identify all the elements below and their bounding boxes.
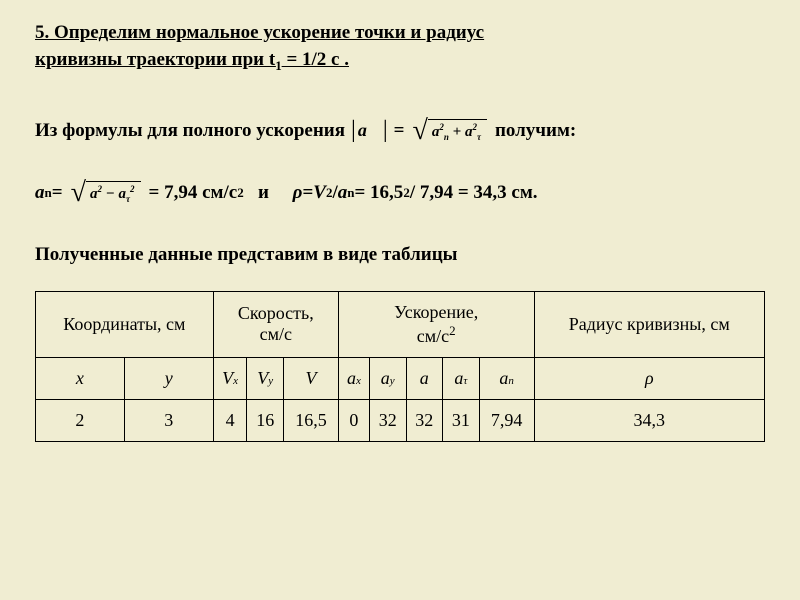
sqrt-an: √ a2 − aτ2 [71,177,141,209]
sqrt2-exp2: 2 [130,184,135,194]
heading-line2-p1: кривизны траектории при t [35,49,275,70]
sqrt2-sub2: τ [126,194,130,204]
header-coords: Координаты, см [36,291,214,357]
var-Vx: Vx [213,357,247,399]
abs-bar-left: | [351,117,356,144]
accel-l1: Ускорение, [394,302,478,322]
an-sub: n [45,185,52,201]
var-x: x [36,357,125,399]
var-rho: ρ [534,357,764,399]
var-V: V [284,357,339,399]
abs-a: | a⃗ | [349,117,390,144]
sqrt-sub2: τ [477,132,481,142]
formula-calc-line: an = √ a2 − aτ2 = 7,94 см/с2 и ρ = V 2 /… [35,177,765,209]
table-header-row1: Координаты, см Скорость, см/с Ускорение,… [36,291,765,357]
abs-bar-right: | [383,117,388,144]
accel-sup: 2 [449,323,456,338]
sqrt2-symbol: √ [71,177,86,209]
val-y: 3 [124,399,213,441]
sqrt-symbol: √ [413,115,428,147]
accel-l2: см/с [417,326,449,346]
val-a: 32 [406,399,443,441]
var-Vy: Vy [247,357,284,399]
a2-var: a [338,182,348,204]
table-caption: Полученные данные представим в виде табл… [35,244,765,266]
section-heading: 5. Определим нормальное ускорение точки … [35,20,765,75]
speed-l2: см/с [260,324,292,344]
v-var: V [313,182,326,204]
sqrt2-content: a2 − aτ2 [86,181,141,204]
val-at: 31 [443,399,480,441]
and-text: и [244,182,293,204]
val-V: 16,5 [284,399,339,441]
speed-l1: Скорость, [238,303,314,323]
an-var: a [35,182,45,204]
header-accel: Ускорение, см/с2 [338,291,534,357]
result1: = 7,94 см/с [149,182,238,204]
var-ay: ay [369,357,406,399]
eq2: = [302,182,313,204]
var-y: y [124,357,213,399]
sqrt-exp2: 2 [472,122,477,132]
formula-intro-line: Из формулы для полного ускорения | a⃗ | … [35,115,765,147]
heading-line1: 5. Определим нормальное ускорение точки … [35,22,484,43]
eq1: = [52,182,63,204]
eq-sign: = [394,120,405,142]
intro-text: Из формулы для полного ускорения [35,120,345,142]
val-x: 2 [36,399,125,441]
header-speed: Скорость, см/с [213,291,338,357]
var-ax: ax [338,357,369,399]
val-ay: 32 [369,399,406,441]
val-Vy: 16 [247,399,284,441]
var-an: an [479,357,534,399]
a2-sub: n [347,185,354,201]
sqrt-plus: + [449,124,465,140]
results-table: Координаты, см Скорость, см/с Ускорение,… [35,291,765,442]
header-radius: Радиус кривизны, см [534,291,764,357]
vector-a: a⃗ [358,120,381,141]
val-ax: 0 [338,399,369,441]
sqrt-exp1: 2 [439,122,444,132]
calc2-text: / 7,94 = 34,3 см. [410,182,538,204]
heading-line2-p2: = 1/2 c . [282,49,349,70]
var-at: aτ [443,357,480,399]
val-Vx: 4 [213,399,247,441]
table-data-row: 2 3 4 16 16,5 0 32 32 31 7,94 34,3 [36,399,765,441]
val-an: 7,94 [479,399,534,441]
rho-var: ρ [293,182,303,204]
sqrt2-a2: a [119,186,127,202]
var-a: a [406,357,443,399]
sqrt2-minus: − [102,186,119,202]
sqrt-total-accel: √ a2n + a2τ [413,115,487,147]
outro-text: получим: [495,120,576,142]
val-rho: 34,3 [534,399,764,441]
table-vars-row: x y Vx Vy V ax ay a aτ an ρ [36,357,765,399]
sqrt-content: a2n + a2τ [428,119,487,142]
calc-text: = 16,5 [354,182,403,204]
